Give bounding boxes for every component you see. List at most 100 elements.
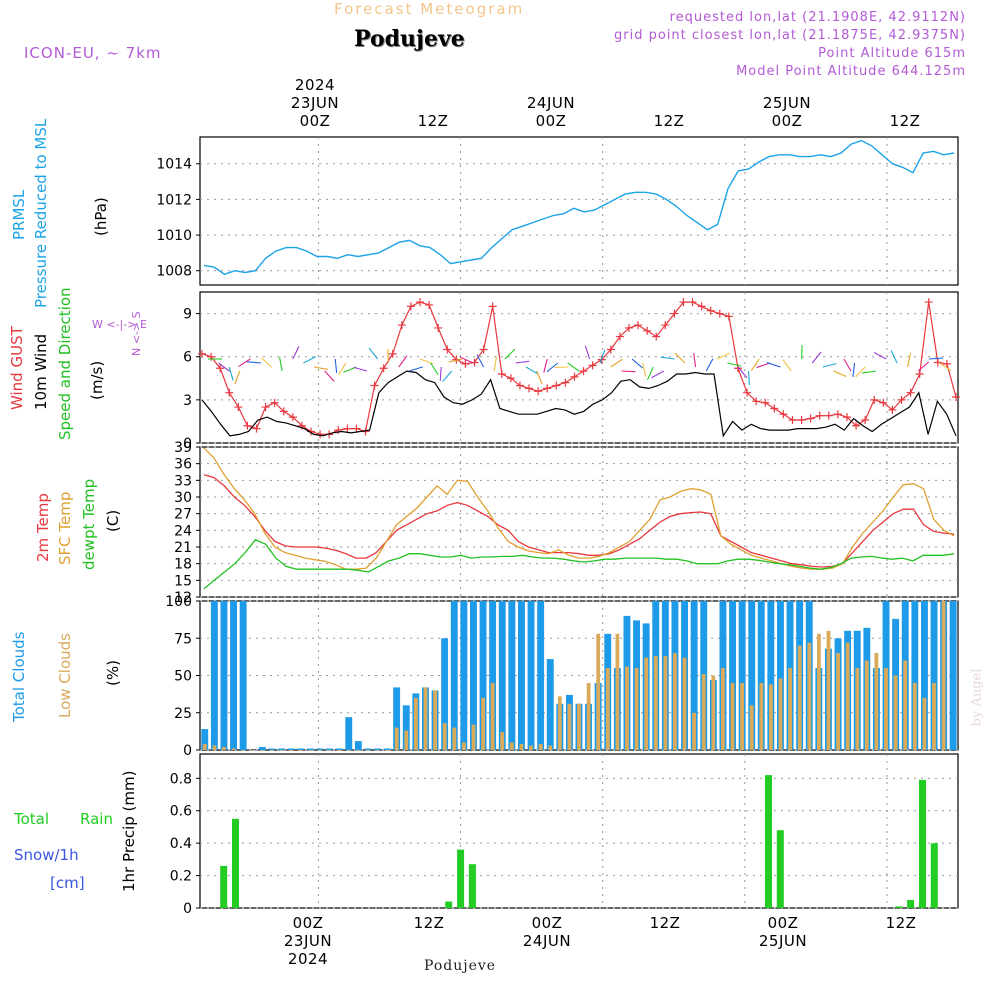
y-tick-label: 39 [174, 440, 192, 456]
low-cloud-bar [893, 675, 898, 750]
gust-marker [225, 388, 234, 397]
low-cloud-bar [730, 683, 735, 750]
rain-bar [220, 865, 228, 908]
low-cloud-bar [932, 683, 936, 750]
gust-marker [416, 298, 425, 307]
wind-direction-arrow [338, 362, 347, 376]
wind-direction-arrow [442, 370, 453, 382]
gust-marker [870, 395, 879, 404]
y-tick-label: 0 [183, 901, 192, 917]
wind-direction-arrow [748, 370, 750, 386]
total-cloud-bar [489, 601, 497, 750]
total-cloud-bar [297, 748, 305, 750]
gust-marker [724, 312, 733, 321]
low-cloud-bar [769, 684, 773, 750]
top-axis-time: 12Z [417, 112, 449, 130]
gust-marker [425, 300, 434, 309]
wind-direction-arrow [313, 366, 328, 370]
total-cloud-bar [767, 601, 775, 750]
gust-marker [406, 302, 415, 311]
gust-marker [579, 367, 588, 376]
low-cloud-bar [721, 668, 725, 750]
total-cloud-bar [777, 601, 784, 750]
low-cloud-bar [481, 697, 485, 750]
chart-title: Forecast Meteogram [334, 0, 525, 18]
rain-bar [930, 843, 938, 908]
gust-marker [570, 372, 579, 381]
gust-marker [479, 345, 488, 354]
low-cloud-bar [471, 724, 476, 750]
wind-direction-arrow [833, 370, 847, 377]
total-cloud-bar [949, 601, 957, 750]
gust-marker [833, 410, 842, 419]
wind-direction-arrow [843, 358, 852, 372]
dewpoint-line [203, 539, 955, 590]
wind-direction-arrow [939, 362, 952, 372]
top-axis-time: 12Z [653, 112, 685, 130]
rain-bar [895, 906, 903, 908]
low-cloud-bar [385, 750, 389, 751]
wind-direction-arrow [543, 358, 548, 373]
low-cloud-bar [586, 683, 591, 750]
total-cloud-bar [729, 601, 736, 750]
gust-marker [388, 349, 397, 358]
wind-direction-arrow [439, 366, 442, 382]
low-cloud-bar [711, 675, 716, 750]
wind-direction-arrow [651, 370, 665, 379]
wind-direction-arrow [907, 353, 912, 368]
gust-marker [815, 411, 824, 420]
low-cloud-bar [663, 656, 668, 750]
low-cloud-bar [433, 690, 437, 750]
gust-marker [797, 415, 806, 424]
low-cloud-bar [346, 750, 351, 751]
gust-marker [615, 332, 624, 341]
location-title: Podujeve [354, 26, 465, 52]
gust-marker [543, 384, 552, 393]
wind-direction-arrow [567, 362, 580, 372]
y-tick-label: 1008 [156, 264, 192, 280]
total-cloud-bar [738, 601, 746, 750]
gust-marker [634, 321, 643, 330]
y-tick-label: 15 [174, 573, 192, 589]
gust-marker [924, 298, 933, 307]
gust-marker [270, 398, 279, 407]
gust-marker [525, 384, 534, 393]
y-tick-label: 25 [174, 706, 192, 722]
panel-frame [199, 136, 959, 286]
gust-marker [788, 415, 797, 424]
y-tick-label: 12 [174, 590, 192, 606]
low-cloud-bar [644, 657, 649, 750]
low-cloud-bar [797, 645, 802, 750]
p5-label-total: Total [14, 810, 50, 828]
p5-label-rain: Rain [80, 810, 113, 828]
wind-direction-arrow [674, 352, 686, 364]
gust-marker [506, 374, 515, 383]
wind-direction-arrow [610, 358, 623, 368]
y-tick-label: 21 [174, 540, 192, 556]
gust-marker [370, 381, 379, 390]
low-cloud-bar [634, 668, 639, 750]
low-cloud-bar [845, 642, 850, 750]
total-cloud-bar [402, 705, 410, 750]
y-tick-label: 18 [174, 557, 192, 573]
low-cloud-bar [289, 750, 294, 751]
wind-direction-arrow [917, 361, 930, 372]
gust-marker [897, 395, 906, 404]
low-cloud-bar [884, 668, 888, 750]
gust-marker [198, 349, 206, 358]
wind-direction-arrow [218, 362, 231, 372]
wind-direction-arrow [238, 358, 251, 367]
low-cloud-bar [653, 656, 658, 750]
top-axis-year: 2024 [294, 76, 336, 94]
total-cloud-bar [757, 601, 765, 750]
gust-marker [652, 332, 661, 341]
temp-2m-line [203, 474, 955, 568]
y-tick-label: 1014 [156, 157, 192, 173]
rain-bar [468, 864, 476, 908]
total-cloud-bar [470, 601, 477, 750]
low-cloud-bar [749, 705, 754, 750]
gust-marker [588, 361, 597, 370]
p5-label-cm: [cm] [50, 874, 85, 892]
gust-marker [515, 381, 524, 390]
